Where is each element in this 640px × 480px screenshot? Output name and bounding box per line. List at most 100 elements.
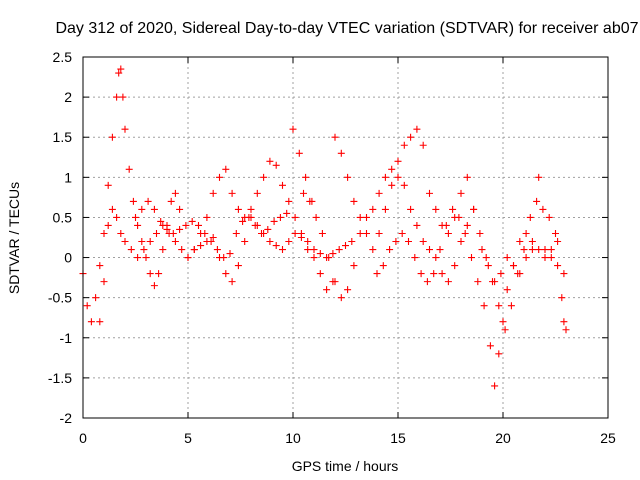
data-point <box>348 238 356 246</box>
data-point <box>507 302 515 310</box>
data-point <box>222 165 230 173</box>
data-point <box>337 149 345 157</box>
data-point <box>129 197 137 205</box>
data-point <box>356 229 364 237</box>
data-point <box>318 229 326 237</box>
data-point <box>522 229 530 237</box>
data-point <box>138 205 146 213</box>
y-tick-label: 2.5 <box>53 49 73 65</box>
data-point <box>234 205 242 213</box>
data-point <box>134 221 142 229</box>
data-point <box>394 157 402 165</box>
data-point <box>253 189 261 197</box>
data-point <box>167 197 175 205</box>
data-point <box>115 69 123 77</box>
data-point <box>432 254 440 262</box>
data-point <box>285 238 293 246</box>
data-point <box>495 302 503 310</box>
data-point <box>438 221 446 229</box>
data-point <box>337 294 345 302</box>
data-point <box>144 197 152 205</box>
data-point <box>289 125 297 133</box>
data-point <box>497 270 505 278</box>
data-point <box>350 262 358 270</box>
data-point <box>520 246 528 254</box>
data-point <box>178 246 186 254</box>
data-point <box>209 189 217 197</box>
data-point <box>253 221 261 229</box>
data-point <box>541 246 549 254</box>
data-point <box>291 229 299 237</box>
data-point <box>87 318 95 326</box>
data-point <box>146 238 154 246</box>
data-point <box>304 246 312 254</box>
data-point <box>381 173 389 181</box>
data-point <box>407 205 415 213</box>
data-point <box>119 93 127 101</box>
data-point <box>491 278 499 286</box>
data-point <box>188 217 196 225</box>
data-point <box>438 270 446 278</box>
data-point <box>146 270 154 278</box>
data-point <box>201 229 209 237</box>
data-point <box>134 254 142 262</box>
data-point <box>121 125 129 133</box>
data-point <box>480 302 488 310</box>
data-point <box>560 318 568 326</box>
data-point <box>413 125 421 133</box>
data-point <box>398 229 406 237</box>
data-point <box>503 254 511 262</box>
data-point <box>117 65 125 73</box>
x-tick-label: 5 <box>184 430 192 446</box>
data-point <box>300 189 307 197</box>
series-track-2 <box>96 157 337 326</box>
data-point <box>155 270 163 278</box>
data-point <box>310 254 318 262</box>
data-point <box>270 217 278 225</box>
data-point <box>197 242 205 250</box>
data-point <box>241 238 249 246</box>
data-point <box>363 213 370 221</box>
data-point <box>276 213 284 221</box>
data-point <box>560 270 568 278</box>
data-point <box>503 286 511 294</box>
data-point <box>104 221 112 229</box>
data-point <box>482 254 490 262</box>
series-track-4 <box>184 213 356 286</box>
y-tick-label: -1.5 <box>48 370 72 386</box>
data-point <box>176 205 184 213</box>
data-point <box>260 229 268 237</box>
data-point <box>499 318 507 326</box>
data-point <box>228 278 236 286</box>
data-point <box>381 205 389 213</box>
data-point <box>350 197 358 205</box>
data-point <box>150 205 158 213</box>
data-point <box>419 141 427 149</box>
series-track-6 <box>331 125 427 254</box>
data-point <box>528 238 536 246</box>
data-point <box>279 181 286 189</box>
data-point <box>552 229 559 237</box>
data-point <box>195 221 202 229</box>
data-point <box>316 270 324 278</box>
data-point <box>388 181 396 189</box>
data-point <box>108 205 116 213</box>
data-point <box>266 238 274 246</box>
data-point <box>228 189 236 197</box>
data-point <box>451 262 459 270</box>
data-point <box>182 221 190 229</box>
data-point <box>302 173 310 181</box>
data-point <box>526 213 534 221</box>
y-tick-label: 1.5 <box>53 129 73 145</box>
data-point <box>468 254 475 262</box>
data-point <box>331 133 339 141</box>
data-point <box>461 229 469 237</box>
data-point <box>541 254 549 262</box>
data-point <box>232 229 240 237</box>
data-point <box>369 246 377 254</box>
data-point <box>113 93 121 101</box>
data-point <box>279 246 286 254</box>
data-point <box>329 250 337 258</box>
data-point <box>444 278 452 286</box>
data-point <box>501 326 509 334</box>
